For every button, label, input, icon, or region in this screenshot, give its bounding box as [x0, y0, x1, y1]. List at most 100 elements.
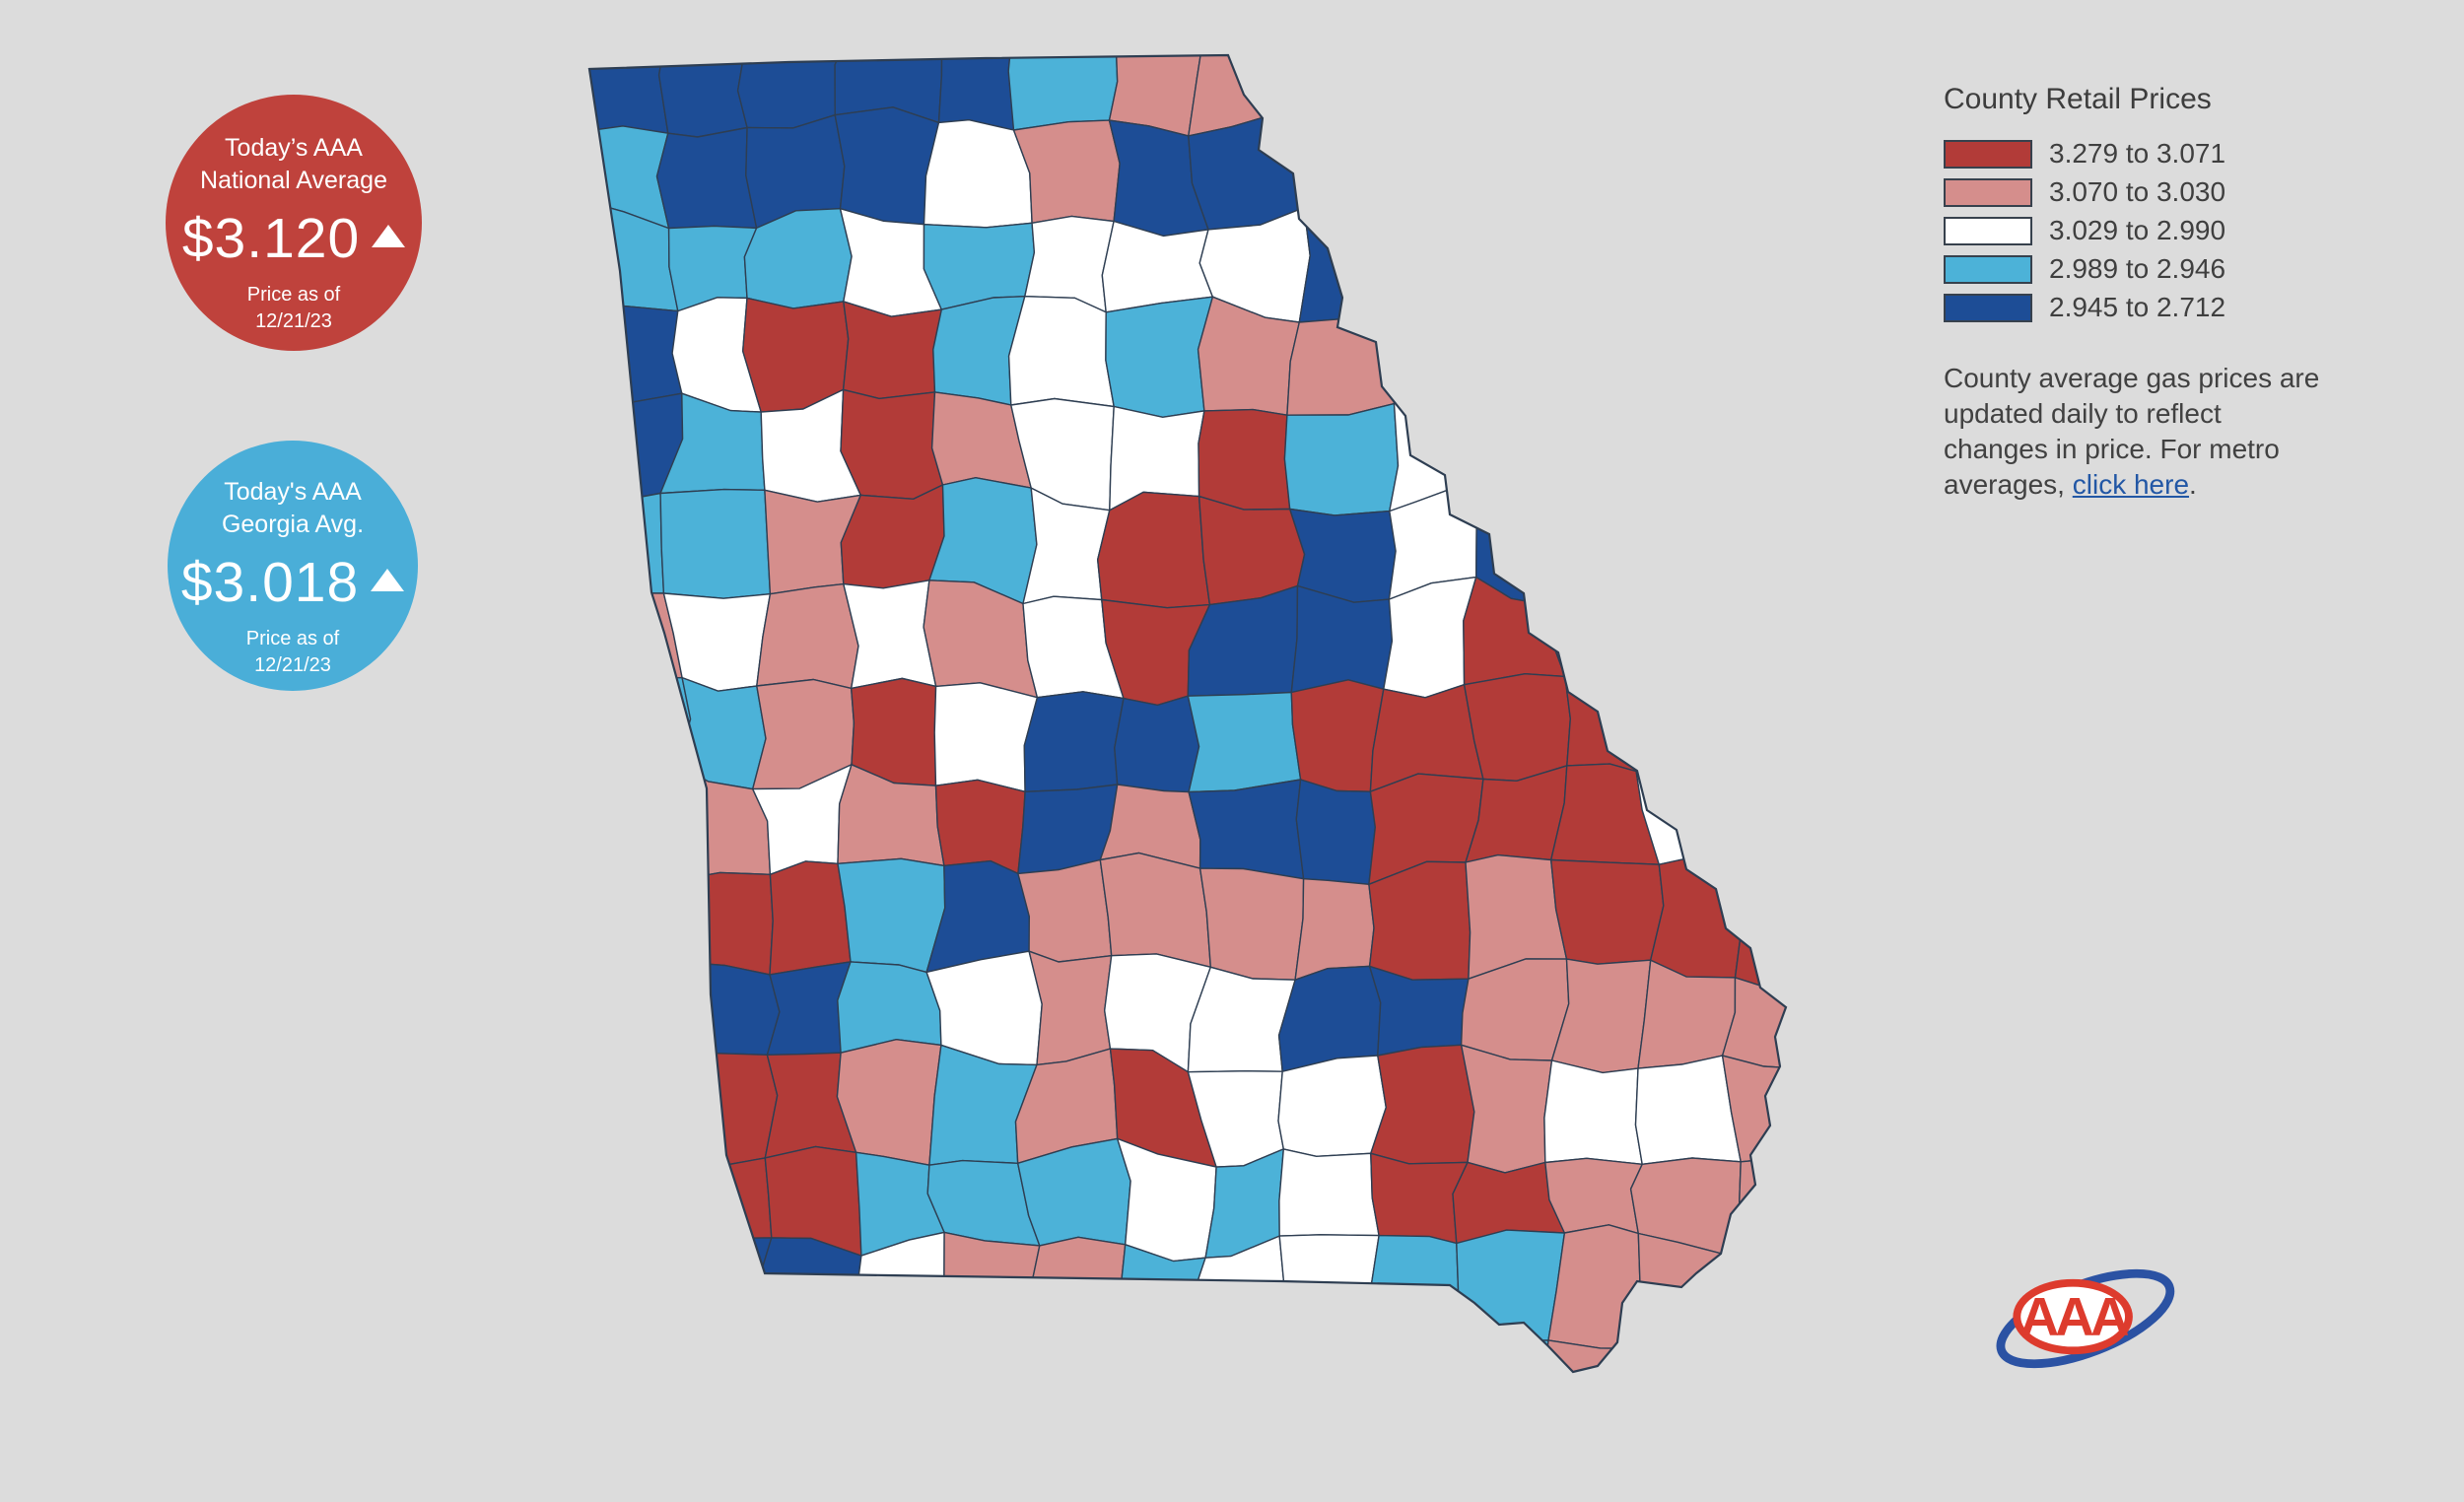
county-shape[interactable] — [1369, 1044, 1475, 1165]
county-shape[interactable] — [1637, 1232, 1745, 1350]
county-shape[interactable] — [1734, 1144, 1823, 1259]
county-shape[interactable] — [1007, 295, 1116, 408]
county-shape[interactable] — [569, 1044, 669, 1169]
county-shape[interactable] — [1105, 296, 1214, 419]
county-shape[interactable] — [935, 1325, 1042, 1429]
county-shape[interactable] — [842, 300, 943, 400]
county-shape[interactable] — [755, 582, 859, 690]
county-shape[interactable] — [1544, 1157, 1644, 1235]
county-shape[interactable] — [1639, 482, 1748, 608]
county-shape[interactable] — [1190, 1345, 1294, 1429]
county-shape[interactable] — [1458, 226, 1571, 320]
county-shape[interactable] — [665, 1330, 762, 1429]
county-shape[interactable] — [1287, 1345, 1388, 1429]
county-shape[interactable] — [1734, 209, 1818, 318]
county-shape[interactable] — [1188, 779, 1305, 880]
county-shape[interactable] — [1290, 679, 1385, 792]
county-shape[interactable] — [837, 961, 942, 1055]
county-shape[interactable] — [1632, 209, 1747, 308]
county-shape[interactable] — [578, 674, 692, 774]
county-shape[interactable] — [1187, 32, 1305, 137]
county-shape[interactable] — [1648, 1332, 1738, 1429]
metro-averages-link[interactable]: click here — [2072, 469, 2190, 500]
county-shape[interactable] — [1461, 1339, 1553, 1429]
county-shape[interactable] — [1198, 408, 1291, 511]
county-shape[interactable] — [1283, 402, 1400, 516]
county-shape[interactable] — [1459, 390, 1567, 494]
county-shape[interactable] — [1294, 877, 1375, 982]
county-shape[interactable] — [746, 1332, 856, 1429]
county-shape[interactable] — [1545, 491, 1658, 606]
county-shape[interactable] — [1543, 113, 1643, 232]
county-shape[interactable] — [1119, 1243, 1207, 1360]
county-shape[interactable] — [1553, 395, 1649, 511]
county-shape[interactable] — [659, 871, 774, 976]
county-shape[interactable] — [1543, 36, 1654, 123]
county-shape[interactable] — [1638, 397, 1746, 511]
county-shape[interactable] — [840, 388, 944, 501]
county-shape[interactable] — [1460, 1044, 1553, 1174]
county-shape[interactable] — [1731, 1333, 1836, 1429]
county-shape[interactable] — [933, 682, 1039, 793]
county-shape[interactable] — [1632, 35, 1743, 127]
county-shapes-group[interactable] — [567, 20, 1837, 1429]
county-shape[interactable] — [1198, 867, 1305, 981]
county-shape[interactable] — [1007, 23, 1119, 131]
county-shape[interactable] — [569, 1245, 688, 1341]
county-shape[interactable] — [1390, 296, 1466, 405]
county-shape[interactable] — [1734, 866, 1826, 989]
county-shape[interactable] — [1736, 482, 1837, 600]
county-shape[interactable] — [1114, 695, 1200, 793]
county-shape[interactable] — [571, 304, 683, 412]
county-shape[interactable] — [1278, 1234, 1380, 1347]
county-shape[interactable] — [1542, 1339, 1656, 1429]
county-shape[interactable] — [1458, 116, 1568, 231]
county-shape[interactable] — [582, 1330, 680, 1429]
county-shape[interactable] — [1459, 297, 1571, 398]
county-shape[interactable] — [1554, 297, 1641, 419]
county-shape[interactable] — [1298, 206, 1393, 323]
county-shape[interactable] — [1017, 858, 1113, 963]
county-shape[interactable] — [943, 1231, 1041, 1339]
county-shape[interactable] — [1636, 597, 1743, 699]
county-shape[interactable] — [1028, 950, 1113, 1066]
county-shape[interactable] — [1295, 779, 1377, 886]
county-shape[interactable] — [567, 876, 683, 969]
county-shape[interactable] — [657, 20, 749, 138]
county-shape[interactable] — [1383, 120, 1474, 235]
county-shape[interactable] — [1724, 585, 1819, 698]
county-shape[interactable] — [849, 1326, 948, 1429]
county-shape[interactable] — [937, 22, 1015, 131]
county-shape[interactable] — [1281, 30, 1391, 130]
county-shape[interactable] — [1379, 224, 1468, 320]
county-shape[interactable] — [1729, 396, 1837, 490]
county-shape[interactable] — [569, 1160, 678, 1258]
county-shape[interactable] — [1383, 22, 1474, 130]
county-shape[interactable] — [1126, 1345, 1213, 1429]
county-shape[interactable] — [1725, 124, 1818, 216]
county-shape[interactable] — [1278, 1148, 1380, 1237]
county-shape[interactable] — [769, 860, 852, 976]
county-shape[interactable] — [1023, 691, 1125, 793]
county-shape[interactable] — [576, 20, 670, 135]
county-shape[interactable] — [1631, 679, 1727, 778]
county-shape[interactable] — [1108, 23, 1204, 137]
county-shape[interactable] — [1277, 1055, 1388, 1158]
county-shape[interactable] — [1388, 387, 1472, 512]
county-shape[interactable] — [1730, 302, 1818, 405]
county-shape[interactable] — [1453, 22, 1558, 122]
county-shape[interactable] — [1367, 1341, 1476, 1429]
county-shape[interactable] — [1731, 1252, 1836, 1346]
county-shape[interactable] — [1368, 965, 1470, 1057]
county-shape[interactable] — [1725, 23, 1818, 136]
county-shape[interactable] — [1549, 858, 1665, 965]
county-shape[interactable] — [655, 126, 758, 230]
county-shape[interactable] — [1635, 299, 1746, 419]
county-shape[interactable] — [1187, 691, 1302, 793]
county-shape[interactable] — [568, 762, 682, 888]
county-shape[interactable] — [1030, 1236, 1129, 1348]
county-shape[interactable] — [1096, 491, 1211, 609]
georgia-county-map[interactable] — [547, 20, 1868, 1429]
county-shape[interactable] — [842, 579, 937, 690]
county-shape[interactable] — [1630, 120, 1737, 226]
